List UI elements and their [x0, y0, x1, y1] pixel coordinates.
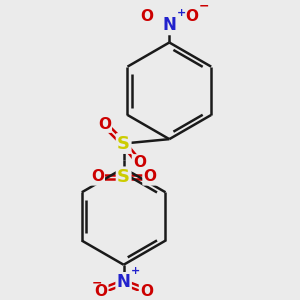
- Text: N: N: [117, 273, 130, 291]
- Text: O: O: [140, 9, 153, 24]
- Text: O: O: [140, 284, 153, 298]
- Text: +: +: [131, 266, 140, 275]
- Text: S: S: [117, 168, 130, 186]
- Text: +: +: [177, 8, 186, 18]
- Text: −: −: [92, 277, 103, 290]
- Text: S: S: [117, 134, 130, 152]
- Text: O: O: [186, 9, 199, 24]
- Text: −: −: [199, 0, 210, 12]
- Text: O: O: [98, 117, 111, 132]
- Text: O: O: [94, 284, 107, 298]
- Text: O: O: [91, 169, 104, 184]
- Text: N: N: [162, 16, 176, 34]
- Text: O: O: [143, 169, 157, 184]
- Text: O: O: [133, 155, 146, 170]
